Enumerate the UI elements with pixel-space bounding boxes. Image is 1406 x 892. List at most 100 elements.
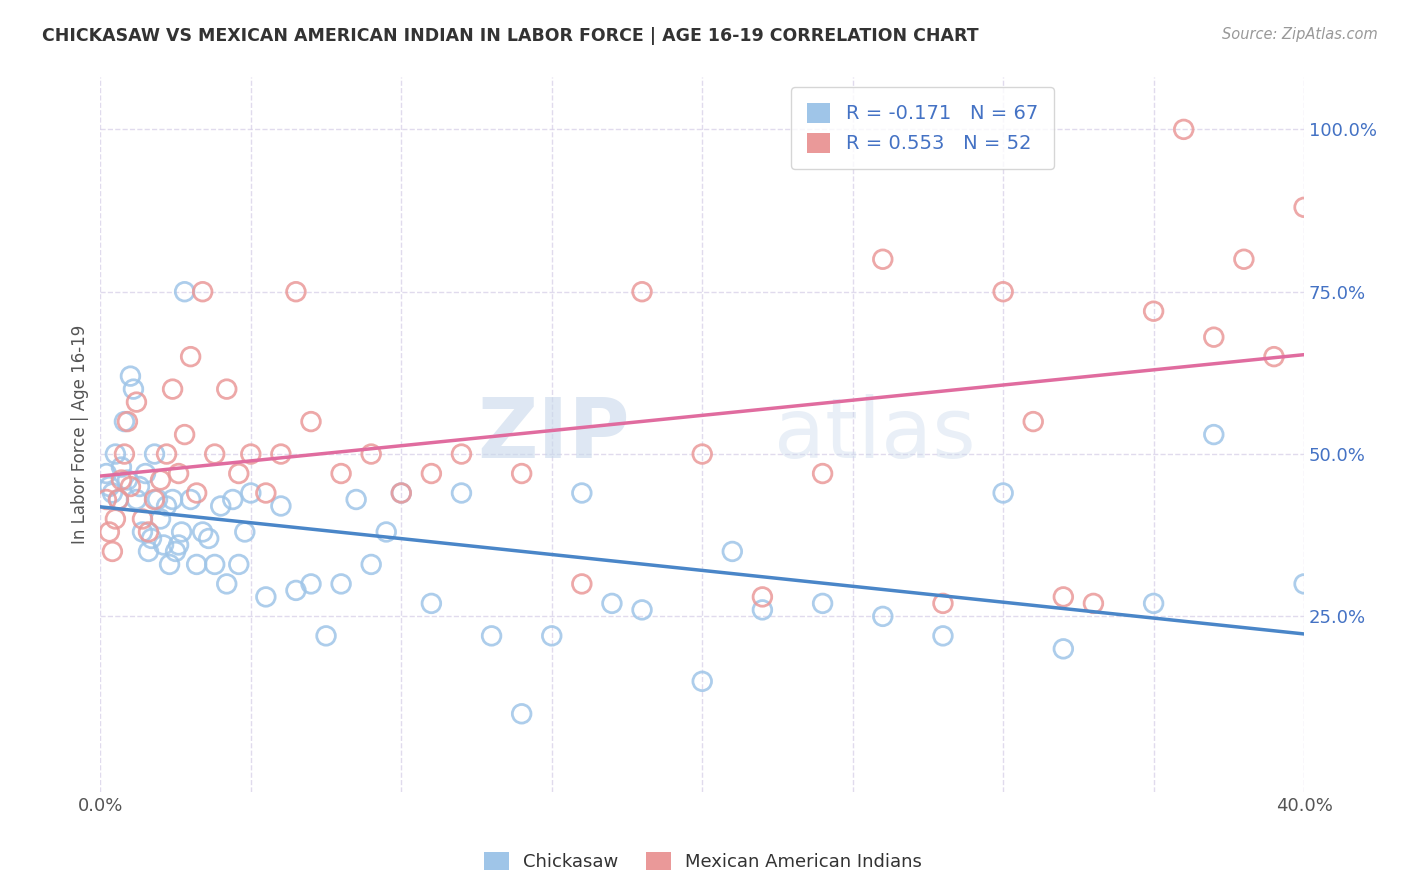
Point [98,479,121,493]
Point [96,467,118,481]
Point [204,558,226,572]
Point [146,492,169,507]
Point [1294,577,1316,591]
Point [141,532,163,546]
Point [389,486,412,500]
Point [228,558,250,572]
Legend: Chickasaw, Mexican American Indians: Chickasaw, Mexican American Indians [477,845,929,879]
Point [811,467,834,481]
Point [420,467,443,481]
Point [162,382,184,396]
Point [721,544,744,558]
Point [117,415,139,429]
Point [690,674,713,689]
Point [122,382,145,396]
Point [571,486,593,500]
Point [330,577,353,591]
Point [167,538,190,552]
Point [751,603,773,617]
Point [270,499,292,513]
Point [110,473,132,487]
Point [138,524,160,539]
Point [191,285,214,299]
Point [1052,641,1074,656]
Point [1263,350,1285,364]
Point [1173,122,1195,136]
Point [222,492,245,507]
Point [811,596,834,610]
Text: Source: ZipAtlas.com: Source: ZipAtlas.com [1222,27,1378,42]
Point [159,558,181,572]
Point [872,252,894,267]
Point [107,492,129,507]
Point [360,558,382,572]
Point [143,492,166,507]
Point [872,609,894,624]
Point [120,369,142,384]
Point [110,460,132,475]
Point [107,492,129,507]
Point [125,395,148,409]
Point [239,447,262,461]
Point [1083,596,1105,610]
Point [571,577,593,591]
Point [197,532,219,546]
Point [101,544,124,558]
Y-axis label: In Labor Force | Age 16-19: In Labor Force | Age 16-19 [72,325,89,544]
Point [254,590,277,604]
Point [1202,330,1225,344]
Point [1202,427,1225,442]
Point [481,629,503,643]
Point [540,629,562,643]
Text: atlas: atlas [775,394,976,475]
Point [420,596,443,610]
Point [751,590,773,604]
Point [120,479,142,493]
Point [284,285,307,299]
Point [600,596,623,610]
Point [1052,590,1074,604]
Point [299,577,322,591]
Point [330,467,353,481]
Point [1022,415,1045,429]
Point [690,447,713,461]
Point [450,486,472,500]
Point [131,524,153,539]
Point [233,524,256,539]
Point [228,467,250,481]
Point [112,415,135,429]
Point [149,473,172,487]
Point [389,486,412,500]
Point [152,538,174,552]
Point [162,492,184,507]
Point [1233,252,1256,267]
Point [270,447,292,461]
Point [155,499,177,513]
Point [128,479,150,493]
Point [215,577,238,591]
Point [631,603,654,617]
Point [149,512,172,526]
Point [344,492,367,507]
Point [510,467,533,481]
Point [180,492,202,507]
Point [1142,304,1164,318]
Point [360,447,382,461]
Point [173,285,195,299]
Point [125,492,148,507]
Point [104,447,127,461]
Point [450,447,472,461]
Point [375,524,398,539]
Point [239,486,262,500]
Point [170,524,193,539]
Point [932,629,955,643]
Point [1294,200,1316,214]
Text: ZIP: ZIP [478,394,630,475]
Point [991,486,1014,500]
Point [112,447,135,461]
Point [254,486,277,500]
Legend: R = -0.171   N = 67, R = 0.553   N = 52: R = -0.171 N = 67, R = 0.553 N = 52 [792,87,1053,169]
Point [315,629,337,643]
Point [134,467,156,481]
Point [209,499,232,513]
